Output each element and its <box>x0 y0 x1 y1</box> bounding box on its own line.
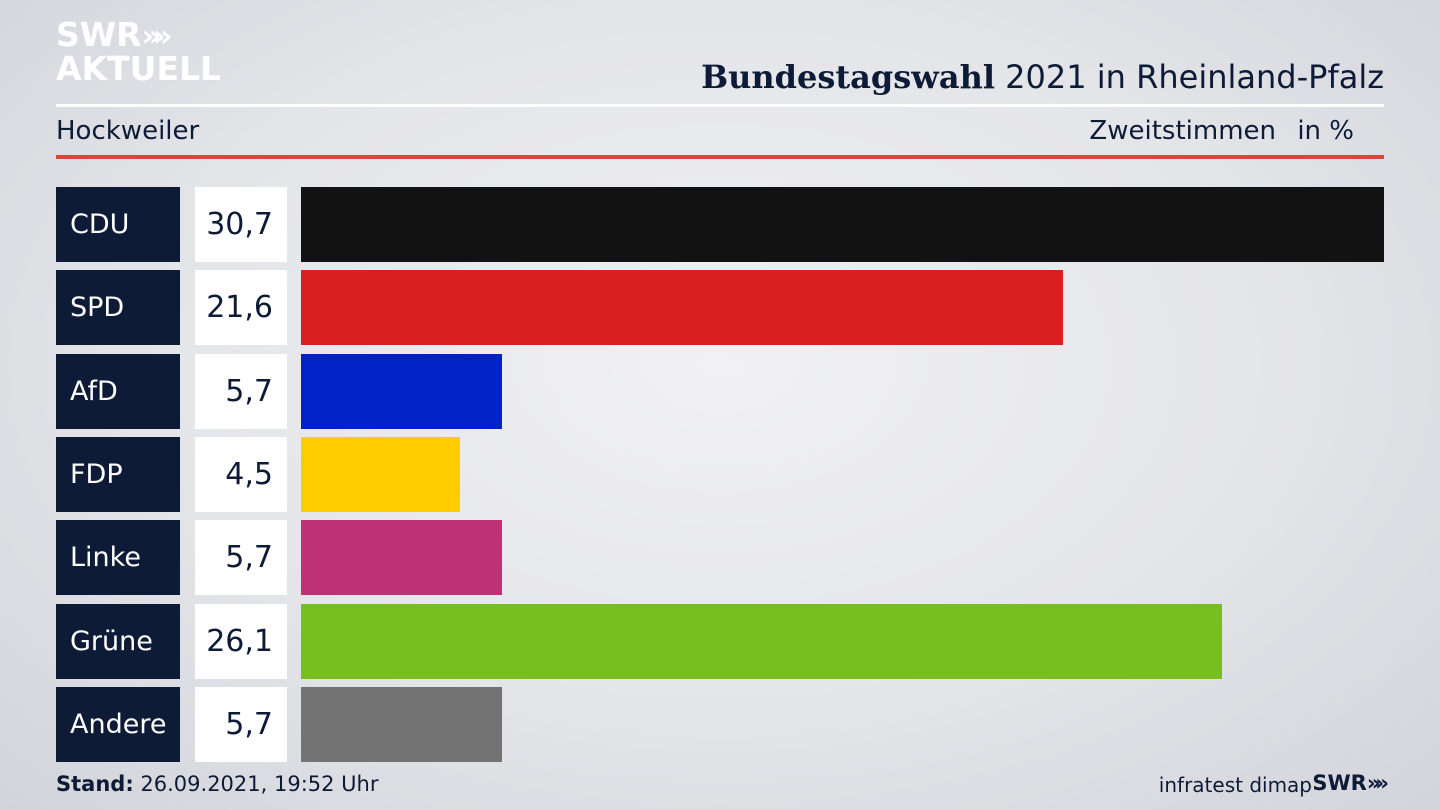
timestamp: Stand: 26.09.2021, 19:52 Uhr <box>56 772 379 796</box>
swr-footer-text: SWR <box>1312 771 1367 795</box>
value-label: 5,7 <box>195 520 287 595</box>
title-bold: Bundestagswahl <box>701 58 995 96</box>
source-label: infratest dimap <box>1158 773 1312 797</box>
swr-footer-logo: SWR»» <box>1312 771 1388 795</box>
page-title: Bundestagswahl 2021 in Rheinland-Pfalz <box>701 58 1384 96</box>
logo-aktuell: AKTUELL <box>56 49 222 88</box>
party-label: CDU <box>56 187 180 262</box>
party-label: Grüne <box>56 604 180 679</box>
party-label: AfD <box>56 354 180 429</box>
red-divider <box>56 155 1384 159</box>
party-label: Linke <box>56 520 180 595</box>
vote-type-label: Zweitstimmen <box>1089 116 1276 146</box>
bar <box>301 354 502 429</box>
swr-footer-chevrons-2: » <box>1375 771 1388 795</box>
value-label: 26,1 <box>195 604 287 679</box>
stand-value: 26.09.2021, 19:52 Uhr <box>133 772 379 796</box>
bar <box>301 187 1384 262</box>
bar-row-afd: AfD 5,7 <box>56 354 1384 429</box>
stand-label: Stand: <box>56 772 134 796</box>
bar <box>301 270 1063 345</box>
bar <box>301 520 502 595</box>
region-label: Hockweiler <box>56 116 200 146</box>
value-label: 21,6 <box>195 270 287 345</box>
bar-row-linke: Linke 5,7 <box>56 520 1384 595</box>
bar <box>301 604 1222 679</box>
bar-row-grüne: Grüne 26,1 <box>56 604 1384 679</box>
header-divider <box>56 104 1384 107</box>
unit-label: in % <box>1297 116 1354 146</box>
bar-row-cdu: CDU 30,7 <box>56 187 1384 262</box>
title-rest: 2021 in Rheinland-Pfalz <box>995 58 1384 96</box>
party-label: SPD <box>56 270 180 345</box>
value-label: 4,5 <box>195 437 287 512</box>
value-label: 30,7 <box>195 187 287 262</box>
bar <box>301 437 460 512</box>
bar-row-andere: Andere 5,7 <box>56 687 1384 762</box>
value-label: 5,7 <box>195 687 287 762</box>
bar-row-fdp: FDP 4,5 <box>56 437 1384 512</box>
party-label: FDP <box>56 437 180 512</box>
value-label: 5,7 <box>195 354 287 429</box>
logo-swr: SWR <box>56 15 142 54</box>
bar <box>301 687 502 762</box>
party-label: Andere <box>56 687 180 762</box>
swr-aktuell-logo: SWR»» AKTUELL <box>56 18 221 86</box>
bar-row-spd: SPD 21,6 <box>56 270 1384 345</box>
